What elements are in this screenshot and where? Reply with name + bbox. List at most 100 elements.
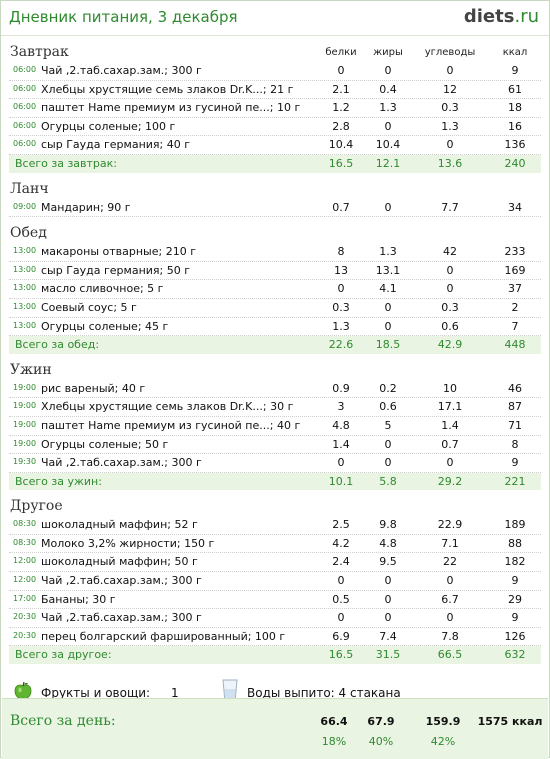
food-kcal: 61: [508, 82, 522, 96]
total-protein: 16.5: [328, 648, 354, 662]
food-name[interactable]: Чай ,2.таб.сахар.зам.; 300 г: [41, 574, 202, 588]
food-carbs: 12: [443, 82, 457, 96]
food-carbs: 0.3: [441, 101, 459, 115]
food-name[interactable]: Огурцы соленые; 45 г: [41, 319, 169, 333]
food-kcal: 34: [508, 200, 522, 214]
food-carbs: 0.7: [441, 437, 459, 451]
food-name[interactable]: Мандарин; 90 г: [41, 200, 131, 214]
food-row[interactable]: 20:30 перец болгарский фаршированный; 100…: [9, 628, 541, 647]
food-name[interactable]: паштет Hame премиум из гусиной пе...; 40…: [41, 418, 301, 432]
col-fat: жиры: [373, 47, 403, 58]
food-name[interactable]: шоколадный маффин; 52 г: [41, 518, 198, 532]
food-name[interactable]: Бананы; 30 г: [41, 592, 116, 606]
food-carbs: 0: [446, 611, 454, 625]
food-name[interactable]: Огурцы соленые; 50 г: [41, 437, 169, 451]
food-name[interactable]: Чай ,2.таб.сахар.зам.; 300 г: [41, 64, 202, 77]
food-row[interactable]: 12:00 Чай ,2.таб.сахар.зам.; 300 г 0 0 0 9: [9, 572, 541, 591]
food-protein: 4.2: [332, 536, 350, 550]
total-carbs: 13.6: [437, 156, 463, 170]
food-kcal: 37: [508, 282, 522, 296]
food-row[interactable]: 13:00 масло сливочное; 5 г 0 4.1 0 37: [9, 280, 541, 299]
food-carbs: 1.4: [441, 418, 459, 432]
food-kcal: 233: [504, 245, 526, 259]
food-protein: 0.7: [332, 200, 350, 214]
meal-name: Завтрак: [10, 44, 69, 60]
page-title: Дневник питания, 3 декабря: [9, 8, 238, 26]
day-protein-pct: 18%: [321, 735, 347, 748]
food-name[interactable]: Чай ,2.таб.сахар.зам.; 300 г: [41, 611, 202, 625]
food-protein: 0: [337, 64, 345, 77]
food-row[interactable]: 19:00 паштет Hame премиум из гусиной пе..…: [9, 417, 541, 436]
food-fat: 4.8: [379, 536, 397, 550]
food-row[interactable]: 06:00 сыр Гауда германия; 40 г 10.4 10.4 0 13…: [9, 136, 541, 155]
food-row[interactable]: 13:00 макароны отварные; 210 г 8 1.3 42 233: [9, 243, 541, 262]
food-row[interactable]: 06:00 Чай ,2.таб.сахар.зам.; 300 г 0 0 0 9: [9, 62, 541, 81]
day-total: Всего за день: 66.4 67.9 159.9 1575 ккал…: [2, 698, 548, 759]
total-kcal: 221: [504, 474, 526, 488]
food-name[interactable]: сыр Гауда германия; 50 г: [41, 263, 191, 277]
food-row[interactable]: 13:00 сыр Гауда германия; 50 г 13 13.1 0 169: [9, 262, 541, 281]
total-carbs: 42.9: [437, 338, 463, 352]
food-carbs: 1.3: [441, 119, 459, 133]
total-carbs: 29.2: [437, 474, 463, 488]
food-time: 19:00: [13, 382, 37, 392]
food-protein: 2.4: [332, 555, 350, 569]
food-name[interactable]: сыр Гауда германия; 40 г: [41, 138, 191, 152]
food-fat: 0.6: [379, 400, 397, 414]
food-protein: 3: [337, 400, 345, 414]
logo-tld: .ru: [514, 6, 539, 27]
food-name[interactable]: Чай ,2.таб.сахар.зам.; 300 г: [41, 456, 202, 470]
food-row[interactable]: 13:00 Огурцы соленые; 45 г 1.3 0 0.6 7: [9, 318, 541, 337]
food-row[interactable]: 06:00 Хлебцы хрустящие семь злаков Dr.K..…: [9, 81, 541, 100]
meal-header: Другое: [1, 498, 549, 516]
food-name[interactable]: шоколадный маффин; 50 г: [41, 555, 198, 569]
food-name[interactable]: макароны отварные; 210 г: [41, 245, 196, 259]
total-fat: 12.1: [375, 156, 401, 170]
food-name[interactable]: Молоко 3,2% жирности; 150 г: [41, 536, 215, 550]
food-row[interactable]: 17:00 Бананы; 30 г 0.5 0 6.7 29: [9, 591, 541, 610]
food-time: 06:00: [13, 83, 37, 93]
total-kcal: 448: [504, 338, 526, 352]
food-protein: 4.8: [332, 418, 350, 432]
meal-section: Ужин 19:00 рис вареный; 40 г 0.9 0.2 10 46 19:0…: [1, 362, 549, 491]
food-row[interactable]: 06:00 паштет Hame премиум из гусиной пе..…: [9, 99, 541, 118]
food-row[interactable]: 19:00 рис вареный; 40 г 0.9 0.2 10 46: [9, 380, 541, 399]
total-fat: 31.5: [375, 648, 401, 662]
food-protein: 0.9: [332, 381, 350, 395]
food-row[interactable]: 12:00 шоколадный маффин; 50 г 2.4 9.5 22 182: [9, 553, 541, 573]
food-kcal: 16: [508, 119, 522, 133]
food-protein: 2.8: [332, 119, 350, 133]
food-row[interactable]: 06:00 Огурцы соленые; 100 г 2.8 0 1.3 16: [9, 118, 541, 137]
food-row[interactable]: 08:30 Молоко 3,2% жирности; 150 г 4.2 4.8 7.…: [9, 535, 541, 554]
food-row[interactable]: 08:30 шоколадный маффин; 52 г 2.5 9.8 22.9 18…: [9, 516, 541, 535]
food-row[interactable]: 19:00 Огурцы соленые; 50 г 1.4 0 0.7 8: [9, 436, 541, 455]
food-row[interactable]: 13:00 Соевый соус; 5 г 0.3 0 0.3 2: [9, 299, 541, 318]
food-fat: 0: [384, 574, 392, 588]
food-name[interactable]: Хлебцы хрустящие семь злаков Dr.K...; 21…: [41, 82, 294, 96]
food-name[interactable]: Огурцы соленые; 100 г: [41, 119, 176, 133]
food-name[interactable]: рис вареный; 40 г: [41, 381, 146, 395]
food-name[interactable]: Хлебцы хрустящие семь злаков Dr.K...; 30…: [41, 400, 294, 414]
food-name[interactable]: перец болгарский фаршированный; 100 г: [41, 629, 286, 643]
food-kcal: 9: [511, 611, 519, 625]
meal-total-label: Всего за другое:: [15, 648, 112, 662]
food-time: 13:00: [13, 264, 37, 274]
food-fat: 1.3: [379, 245, 397, 259]
site-logo[interactable]: diets.ru: [464, 6, 539, 27]
food-time: 06:00: [13, 139, 37, 149]
meal-total-row: Всего за другое: 16.5 31.5 66.5 632: [9, 646, 541, 665]
food-kcal: 29: [508, 592, 522, 606]
food-row[interactable]: 19:00 Хлебцы хрустящие семь злаков Dr.K..…: [9, 398, 541, 417]
food-row[interactable]: 20:30 Чай ,2.таб.сахар.зам.; 300 г 0 0 0 9: [9, 609, 541, 628]
total-kcal: 632: [504, 648, 526, 662]
food-name[interactable]: масло сливочное; 5 г: [41, 282, 164, 296]
food-row[interactable]: 19:30 Чай ,2.таб.сахар.зам.; 300 г 0 0 0 9: [9, 454, 541, 473]
food-time: 09:00: [13, 201, 37, 211]
food-carbs: 7.7: [441, 200, 459, 214]
food-protein: 0: [337, 456, 345, 470]
food-fat: 5: [384, 418, 392, 432]
food-name[interactable]: паштет Hame премиум из гусиной пе...; 10…: [41, 101, 301, 115]
food-name[interactable]: Соевый соус; 5 г: [41, 300, 137, 314]
food-row[interactable]: 09:00 Мандарин; 90 г 0.7 0 7.7 34: [9, 199, 541, 218]
